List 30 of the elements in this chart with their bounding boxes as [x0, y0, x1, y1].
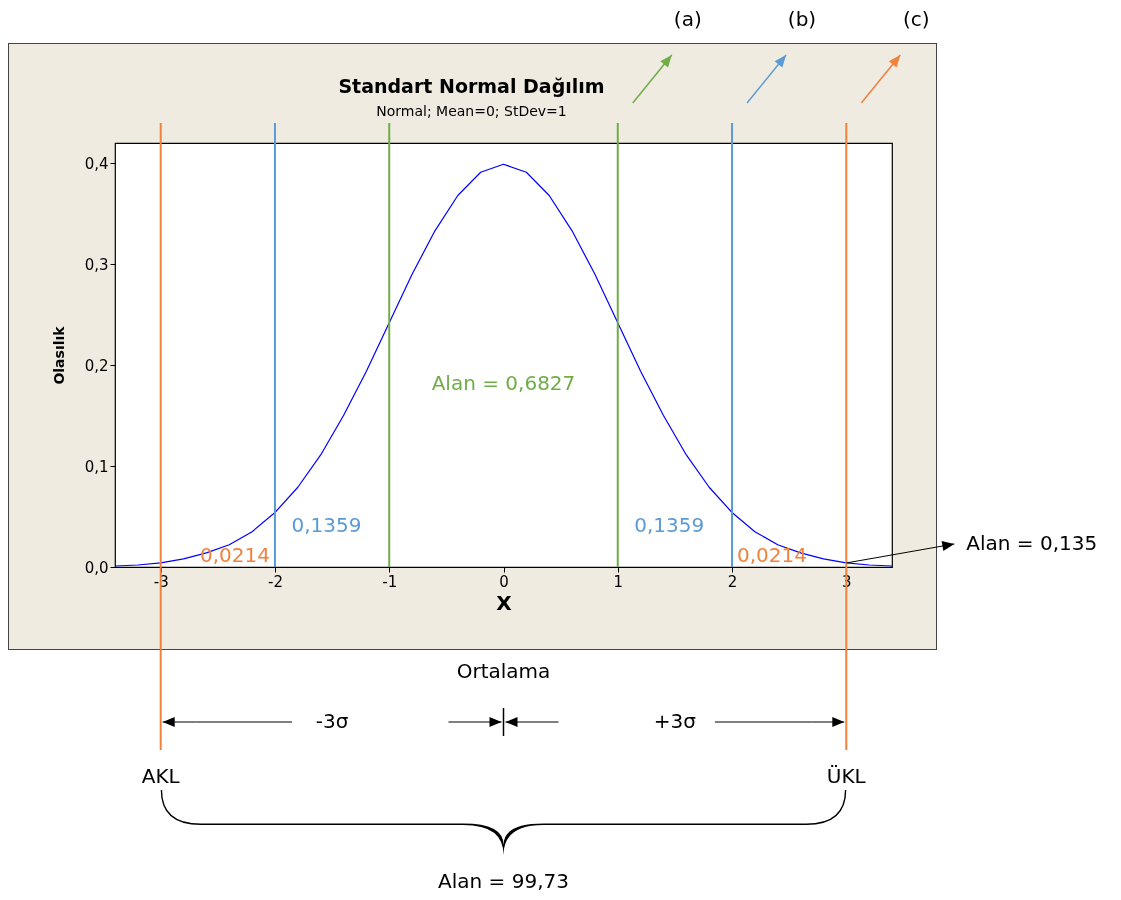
annotation: 0,1359 [634, 512, 705, 537]
y-tick-label: 0,1 [84, 457, 109, 476]
x-tick-label: 0 [499, 572, 509, 591]
annotation: Alan = 0,135 [966, 530, 1098, 555]
ref-line-label: ÜKL [826, 764, 867, 788]
text: Ortalama [456, 659, 551, 683]
text: (a) [673, 7, 702, 31]
text: -3σ [315, 709, 349, 733]
annotation: 0,1359 [291, 512, 362, 537]
chart-subtitle: Normal; Mean=0; StDev=1 [376, 103, 567, 119]
x-axis-title: X [496, 590, 513, 615]
x-tick-label: -1 [382, 572, 398, 591]
text: +3σ [653, 709, 697, 733]
text: Alan = 99,73 [438, 869, 569, 893]
annotation: 0,0214 [737, 542, 808, 567]
annotation: 0,0214 [199, 542, 270, 567]
text: (c) [902, 7, 930, 31]
chart-title: Standart Normal Dağılım [338, 75, 605, 97]
y-tick-label: 0,2 [84, 356, 109, 375]
y-tick-label: 0,4 [84, 154, 109, 173]
x-tick-label: 2 [727, 572, 738, 591]
x-tick-label: 1 [613, 572, 624, 591]
ref-line-label: AKL [141, 764, 181, 788]
line-series [115, 163, 892, 567]
annotation: Alan = 0,6827 [431, 371, 576, 396]
y-tick-label: 0,3 [84, 255, 109, 274]
text: (b) [787, 7, 817, 31]
y-tick-label: 0,0 [84, 558, 109, 577]
y-axis-title: Olasılık [50, 325, 67, 385]
x-tick-label: -2 [267, 572, 283, 591]
